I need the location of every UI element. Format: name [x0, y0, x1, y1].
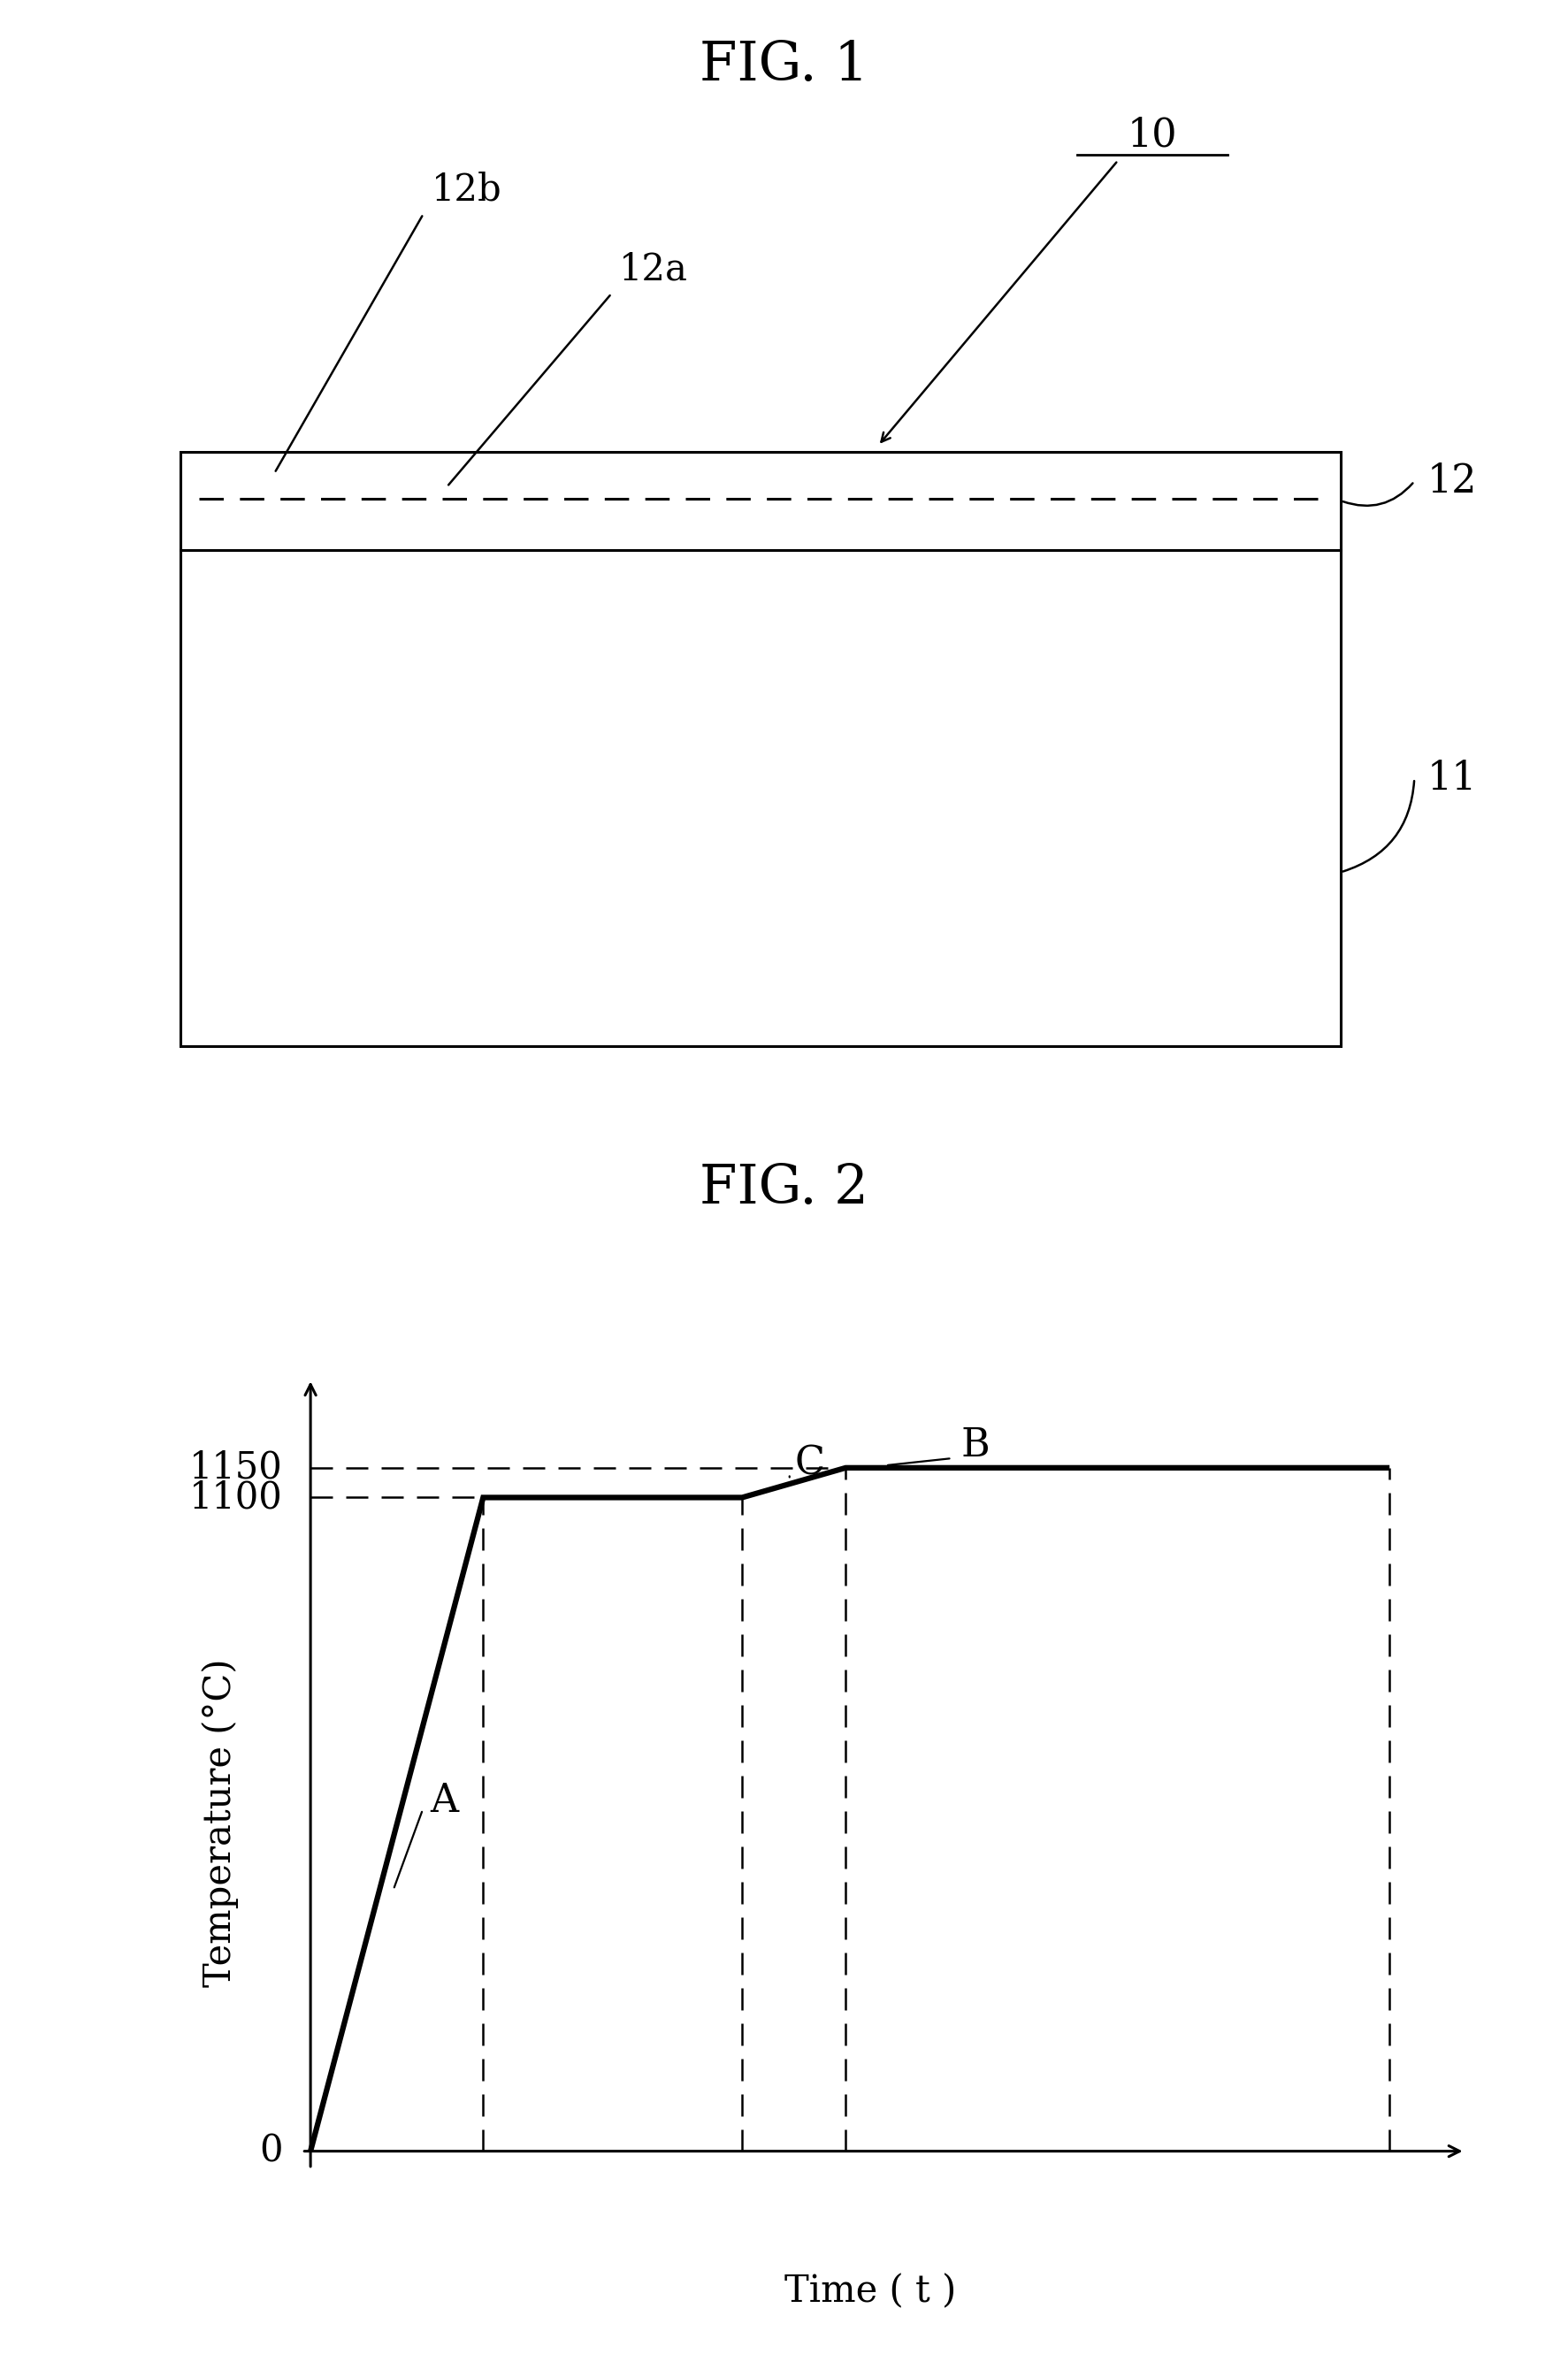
Text: 10: 10: [1127, 116, 1178, 155]
Text: B: B: [961, 1426, 989, 1464]
Text: 11: 11: [1427, 758, 1477, 799]
Bar: [180, 452, 1341, 1046]
Text: 12: 12: [1427, 461, 1477, 502]
Text: FIG. 2: FIG. 2: [699, 1162, 869, 1215]
Text: Temperature (°C): Temperature (°C): [201, 1659, 238, 1987]
Text: 0: 0: [259, 2132, 282, 2170]
Text: 12a: 12a: [619, 250, 688, 288]
Text: FIG. 1: FIG. 1: [699, 38, 869, 93]
Text: A: A: [430, 1780, 458, 1821]
Text: 1150: 1150: [190, 1450, 282, 1486]
Text: 1100: 1100: [190, 1478, 282, 1517]
Text: Time ( t ): Time ( t ): [784, 2272, 956, 2310]
Text: 12b: 12b: [431, 171, 502, 209]
Text: C: C: [795, 1443, 825, 1483]
